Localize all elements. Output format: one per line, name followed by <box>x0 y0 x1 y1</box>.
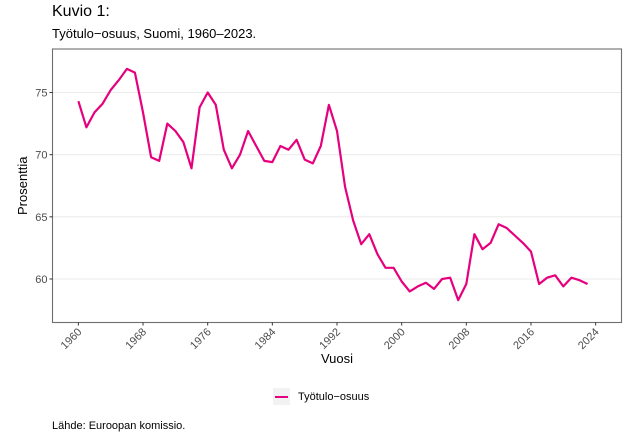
chart-title: Työtulo−osuus, Suomi, 1960–2023. <box>52 26 257 41</box>
x-tick-label: 1992 <box>317 326 343 352</box>
legend-key-line-icon <box>273 388 290 405</box>
x-tick-label: 2016 <box>511 326 537 352</box>
x-tick-label: 1976 <box>188 326 214 352</box>
y-tick-label: 75 <box>35 88 47 100</box>
x-tick-label: 2024 <box>576 326 602 352</box>
x-tick-label: 2000 <box>382 326 408 352</box>
series-layer <box>77 67 589 302</box>
x-tick-label: 1968 <box>123 326 149 352</box>
x-axis-title: Vuosi <box>321 351 353 366</box>
x-tick-label: 2008 <box>447 326 473 352</box>
x-tick-label: 1984 <box>253 326 279 352</box>
series-line <box>77 67 589 302</box>
y-axis: 60 65 70 75 <box>35 88 53 286</box>
source-note: Lähde: Euroopan komissio. <box>52 420 186 432</box>
y-tick-label: 70 <box>35 150 47 162</box>
legend-label: Työtulo−osuus <box>298 390 370 403</box>
y-tick-label: 65 <box>35 212 47 224</box>
y-tick-label: 60 <box>35 274 47 286</box>
legend: Työtulo−osuus <box>273 388 369 405</box>
gridlines <box>52 91 622 280</box>
x-axis: 1960 1968 1976 1984 1992 2000 2008 2016 2024 <box>59 322 602 352</box>
x-tick-label: 1960 <box>59 326 85 352</box>
y-axis-title: Prosenttia <box>15 156 30 215</box>
plot-panel <box>52 49 622 323</box>
figure-label: Kuvio 1: <box>52 3 110 20</box>
